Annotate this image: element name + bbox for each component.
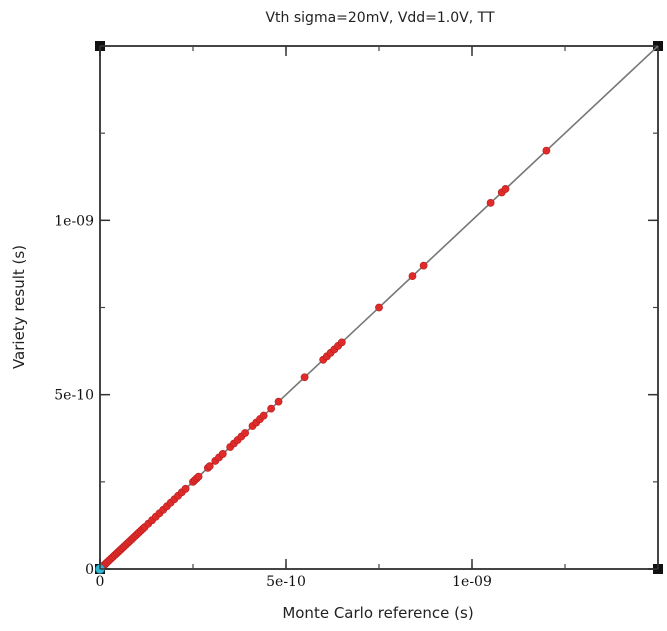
x-tick-label: 0 xyxy=(96,574,105,590)
x-tick-label: 5e-10 xyxy=(266,574,306,590)
data-point xyxy=(259,411,268,420)
data-point xyxy=(337,338,346,347)
data-point xyxy=(542,146,551,155)
data-point xyxy=(300,373,309,382)
y-tick-label: 0 xyxy=(85,562,94,578)
data-point xyxy=(241,429,249,437)
data-point xyxy=(408,272,417,281)
data-point xyxy=(274,397,283,406)
data-point xyxy=(218,450,227,458)
y-axis-label: Variety result (s) xyxy=(10,245,28,369)
data-point xyxy=(486,198,495,207)
data-point xyxy=(501,185,510,193)
data-point xyxy=(194,472,203,481)
x-axis-label: Monte Carlo reference (s) xyxy=(282,604,473,622)
x-axis-ticks: 0 5e-10 1e-09 xyxy=(96,46,492,590)
data-point xyxy=(267,404,276,413)
y-tick-label: 1e-09 xyxy=(54,213,94,229)
data-point xyxy=(181,484,190,493)
data-point xyxy=(375,303,383,312)
y-tick-label: 5e-10 xyxy=(54,388,94,404)
y-axis-ticks: 0 5e-10 1e-09 xyxy=(54,213,658,578)
chart-title: Vth sigma=20mV, Vdd=1.0V, TT xyxy=(265,10,494,26)
data-points xyxy=(95,146,551,574)
x-tick-label: 1e-09 xyxy=(452,574,492,590)
data-point xyxy=(205,462,214,471)
data-point xyxy=(419,261,428,270)
